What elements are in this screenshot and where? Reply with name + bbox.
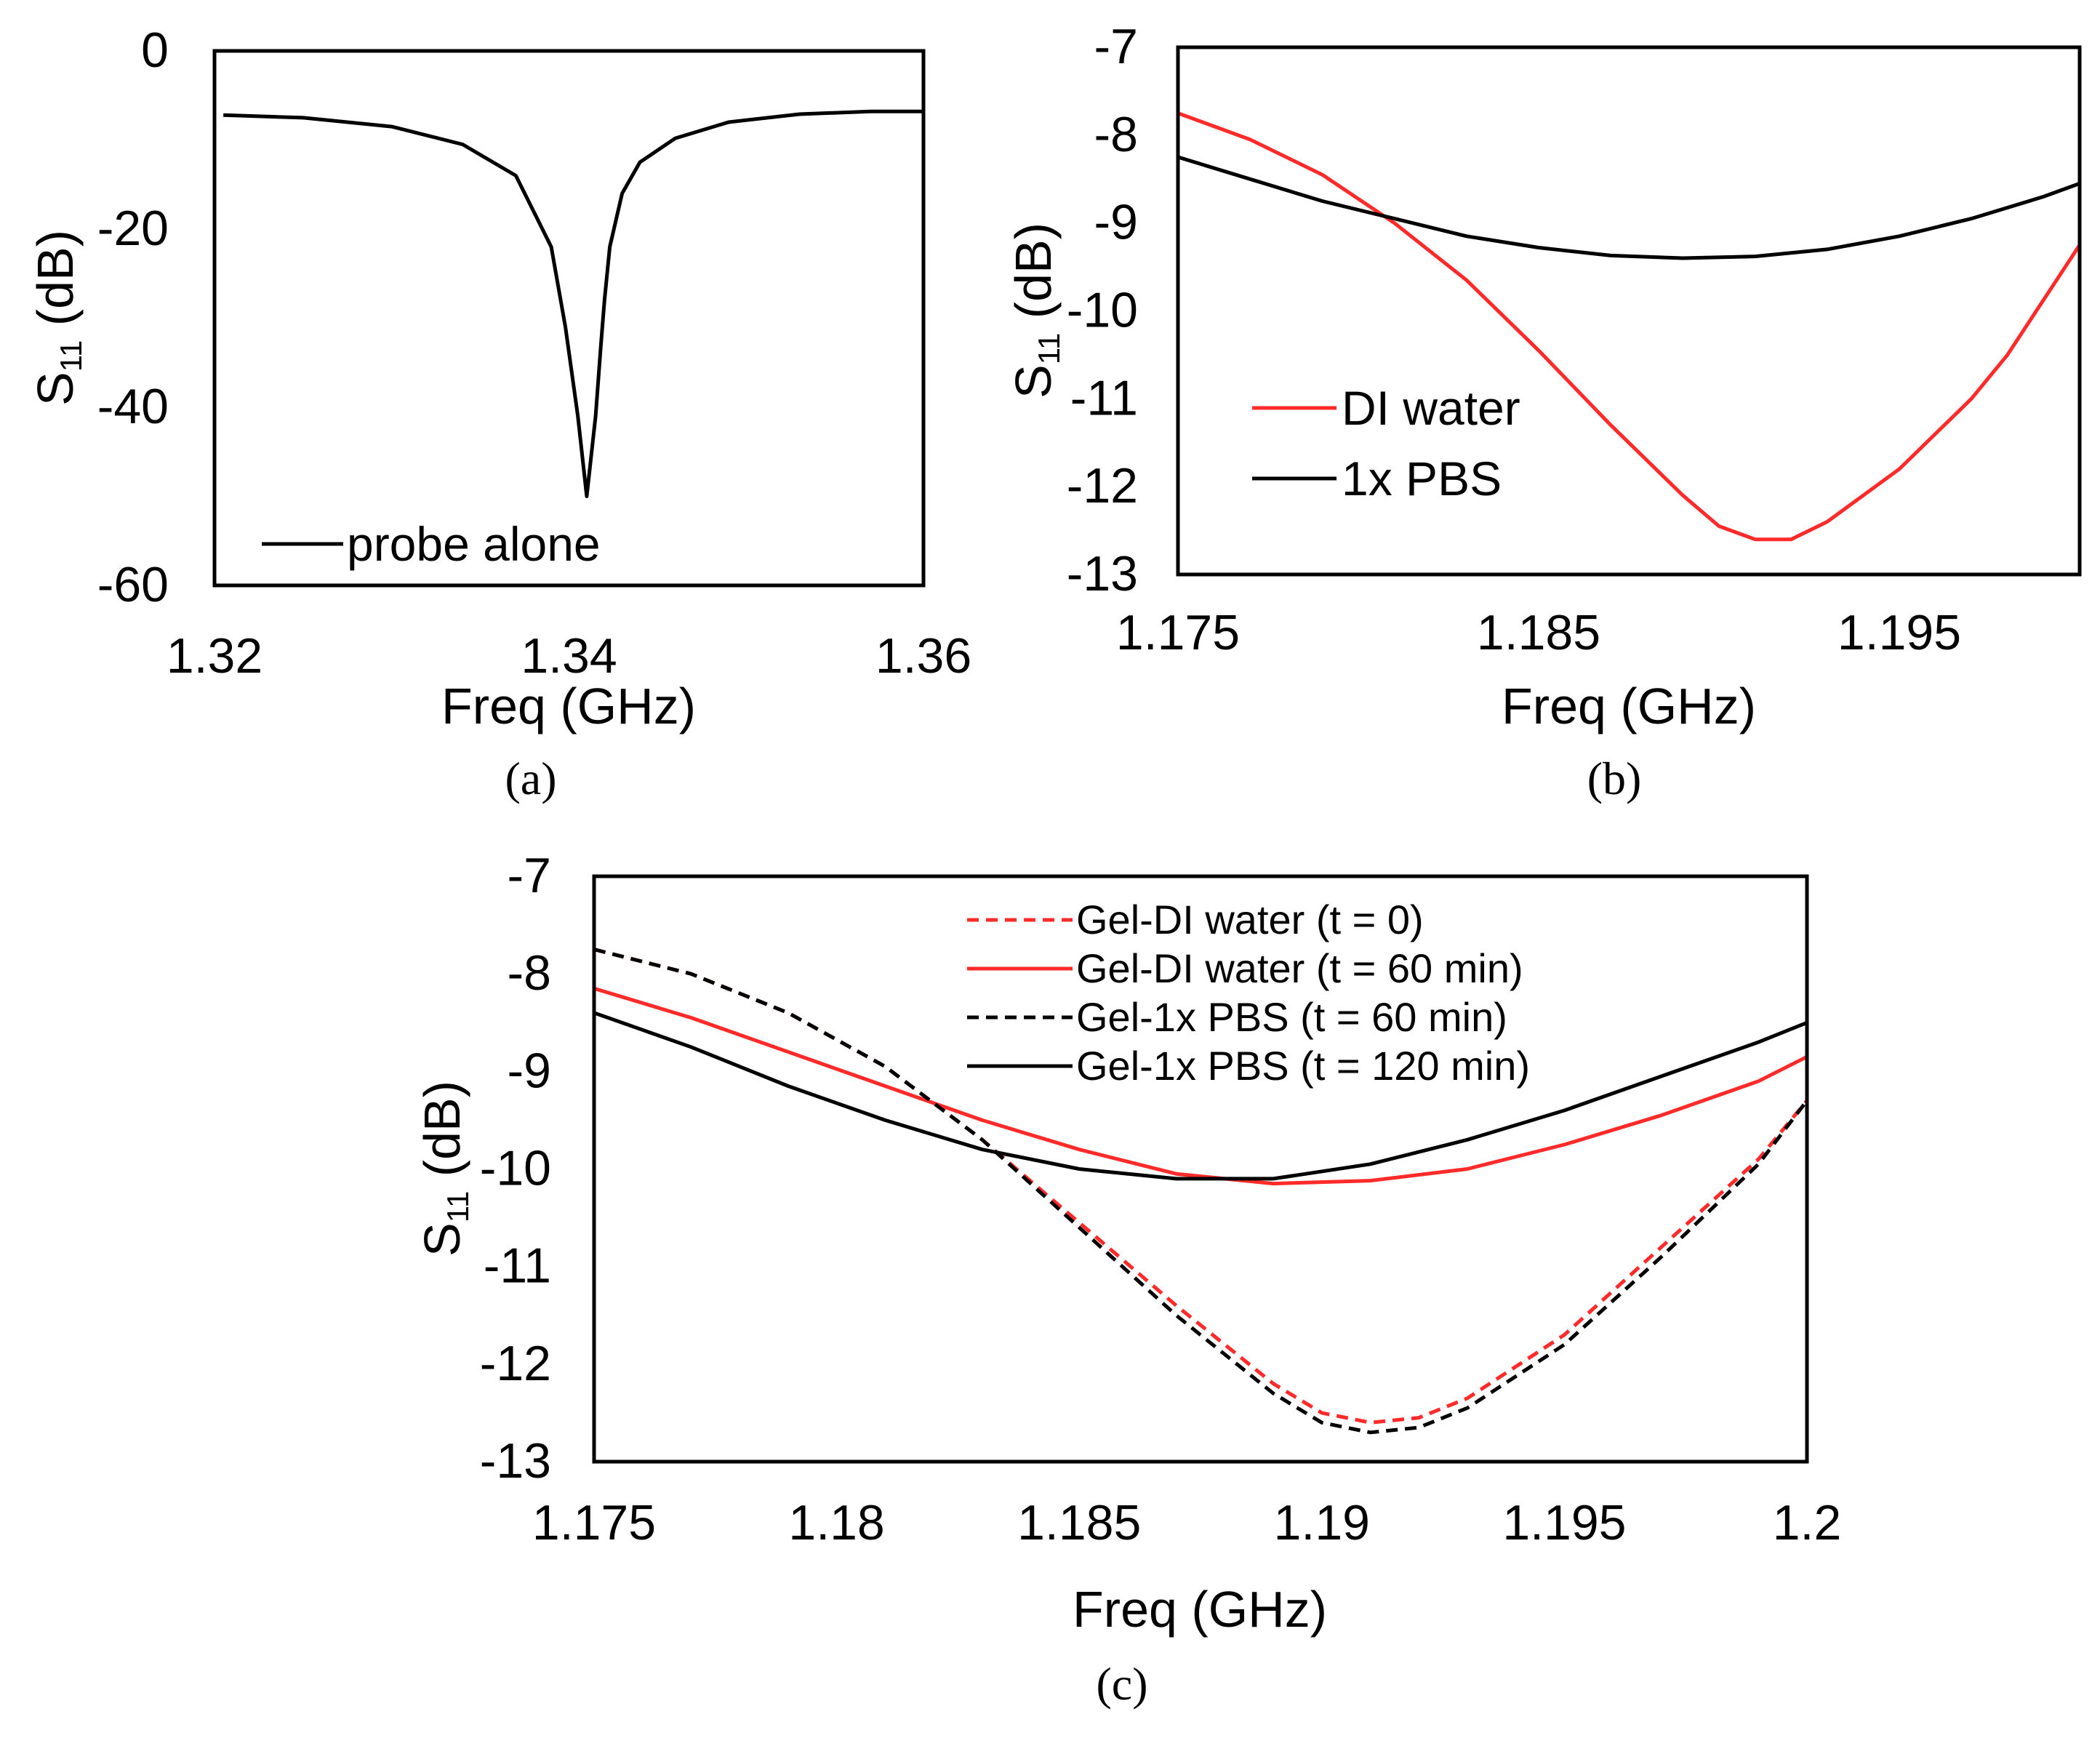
panel-c-ylabel: S11 (dB): [414, 1081, 475, 1257]
panel-a-ticks: 1.32 1.34 1.36 0 -20 -40 -60: [97, 23, 971, 684]
panel-b-legend: DI water 1x PBS: [1252, 381, 1520, 505]
ytick-label-c-0: -7: [508, 848, 551, 903]
panel-b-xlabel: Freq (GHz): [1502, 678, 1756, 734]
ytick-label-b-5: -12: [1067, 458, 1138, 513]
series-line-c-gel-1x-pbs-t-60-min: [594, 948, 1807, 1435]
panel-c-ticks: 1.175 1.18 1.185 1.19 1.195 1.2 -7 -8 -9 -10 -11 -1…: [480, 848, 1842, 1550]
panel-c-label: (c): [1096, 1658, 1147, 1710]
legend-label-gel-di-t0: Gel-DI water (t = 0): [1076, 897, 1424, 942]
xtick-label-a-0: 1.32: [167, 628, 262, 684]
panel-c-frame: [592, 874, 1809, 1464]
panel-c-xlabel: Freq (GHz): [1073, 1581, 1327, 1638]
xtick-label-a-2: 1.36: [875, 628, 971, 684]
panel-a-legend: probe alone: [262, 517, 601, 571]
xtick-label-b-2: 1.195: [1838, 605, 1961, 660]
panel-c-lines: [594, 948, 1807, 1435]
ytick-label-c-3: -10: [480, 1141, 551, 1196]
ytick-label-b-6: -13: [1067, 546, 1138, 601]
panel-c-legend: Gel-DI water (t = 0) Gel-DI water (t = 6…: [967, 897, 1530, 1089]
ytick-label-c-2: -9: [508, 1043, 551, 1098]
panel-a: 1.32 1.34 1.36 0 -20 -40 -60 Freq (GHz) S11 (d…: [27, 23, 971, 804]
panel-c: 1.175 1.18 1.185 1.19 1.195 1.2 -7 -8 -9 -10 -11 -1…: [414, 848, 1841, 1710]
panel-b-frame: [1176, 45, 2082, 577]
ytick-label-a-3: -60: [97, 557, 169, 612]
series-line-b-di-water: [1178, 111, 2080, 542]
xtick-label-c-1: 1.18: [788, 1495, 884, 1550]
series-line-b-1x-pbs: [1178, 155, 2080, 260]
ytick-label-b-1: -8: [1094, 107, 1138, 162]
xtick-label-c-0: 1.175: [532, 1495, 656, 1550]
panel-a-label: (a): [505, 753, 556, 804]
panel-b-ylabel: S11 (dB): [1005, 223, 1066, 399]
panel-a-frame: [212, 49, 926, 588]
xtick-label-b-1: 1.185: [1477, 605, 1600, 660]
legend-label-di-water: DI water: [1342, 381, 1520, 435]
ytick-label-c-4: -11: [484, 1238, 551, 1294]
series-line-a-probe-alone: [223, 109, 923, 498]
ytick-label-a-0: 0: [141, 23, 169, 78]
ytick-label-a-2: -40: [97, 379, 169, 434]
panel-a-lines: [223, 109, 923, 498]
panel-b: 1.175 1.185 1.195 -7 -8 -9 -10 -11 -12 -13 Freq (…: [1005, 19, 2082, 804]
ytick-label-b-2: -9: [1094, 195, 1138, 250]
xtick-label-c-3: 1.19: [1274, 1495, 1370, 1550]
legend-label-gel-di-t60: Gel-DI water (t = 60 min): [1076, 945, 1523, 991]
ytick-label-c-5: -12: [480, 1336, 551, 1391]
ytick-label-c-6: -13: [480, 1433, 551, 1489]
xtick-label-c-5: 1.2: [1773, 1495, 1842, 1550]
legend-label-gel-pbs-t60: Gel-1x PBS (t = 60 min): [1076, 994, 1507, 1040]
xtick-label-c-2: 1.185: [1017, 1495, 1141, 1550]
ytick-label-b-4: -11: [1070, 370, 1138, 425]
panel-b-lines: [1178, 111, 2080, 542]
xtick-label-b-0: 1.175: [1116, 605, 1240, 660]
ytick-label-c-1: -8: [508, 945, 551, 1001]
xtick-label-a-1: 1.34: [521, 628, 617, 684]
legend-label-gel-pbs-t120: Gel-1x PBS (t = 120 min): [1076, 1043, 1530, 1089]
legend-label-1x-pbs: 1x PBS: [1342, 452, 1502, 505]
series-line-c-gel-1x-pbs-t-120-min: [594, 1011, 1807, 1181]
ytick-label-a-1: -20: [97, 201, 169, 256]
panel-a-xlabel: Freq (GHz): [441, 678, 696, 734]
xtick-label-c-4: 1.195: [1502, 1495, 1626, 1550]
panel-b-ticks: 1.175 1.185 1.195 -7 -8 -9 -10 -11 -12 -13: [1067, 19, 1961, 660]
panel-b-label: (b): [1587, 753, 1642, 804]
ytick-label-b-0: -7: [1094, 19, 1138, 74]
ytick-label-b-3: -10: [1067, 283, 1138, 338]
panel-a-ylabel: S11 (dB): [27, 230, 88, 406]
legend-label-probe-alone: probe alone: [347, 517, 601, 571]
